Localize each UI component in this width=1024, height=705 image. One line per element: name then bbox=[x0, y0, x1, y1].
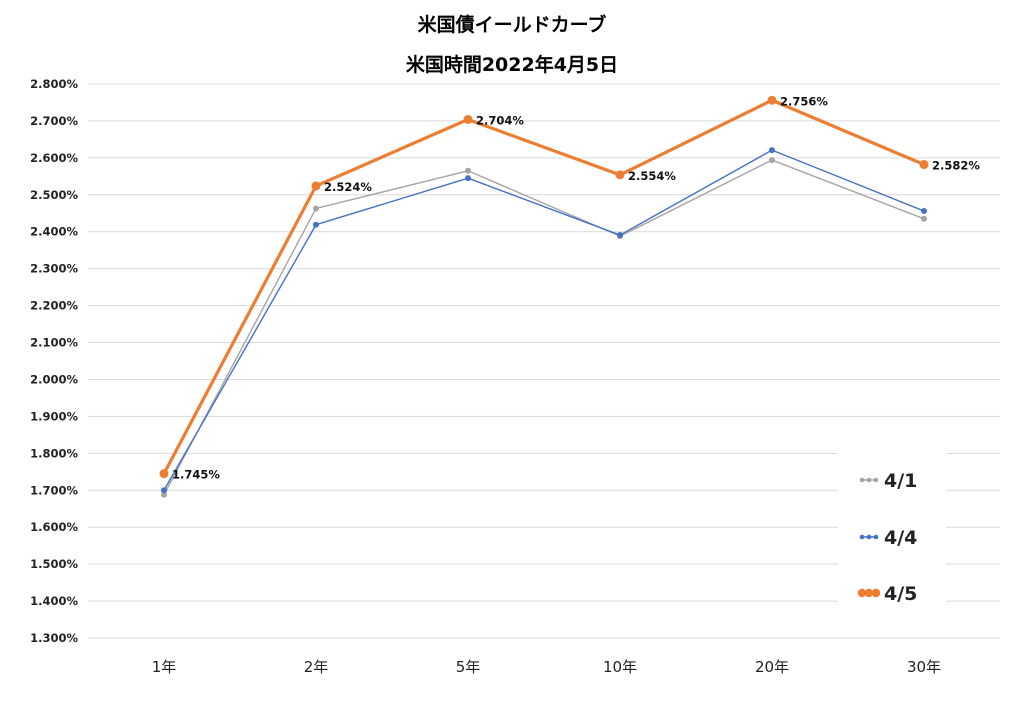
series-line bbox=[162, 98, 925, 475]
x-tick-label: 20年 bbox=[755, 658, 789, 676]
data-label: 2.756% bbox=[780, 94, 828, 108]
x-tick-label: 30年 bbox=[907, 658, 941, 676]
data-point bbox=[769, 157, 775, 164]
series-points bbox=[159, 95, 929, 498]
y-tick-label: 2.200% bbox=[30, 299, 78, 313]
data-point bbox=[919, 160, 929, 170]
y-tick-label: 1.400% bbox=[30, 594, 78, 608]
y-tick-label: 2.600% bbox=[30, 151, 78, 165]
legend-box bbox=[838, 452, 946, 602]
data-point bbox=[767, 95, 777, 105]
x-tick-label: 1年 bbox=[152, 658, 177, 676]
x-tick-label: 2年 bbox=[304, 658, 329, 676]
data-point bbox=[921, 208, 927, 215]
data-point bbox=[615, 170, 625, 180]
legend-label: 4/5 bbox=[884, 583, 917, 605]
chart-subtitle: 米国時間2022年4月5日 bbox=[405, 54, 619, 76]
y-tick-label: 2.500% bbox=[30, 188, 78, 202]
legend-swatch-marker bbox=[859, 477, 865, 483]
data-label: 2.524% bbox=[324, 180, 372, 194]
data-point bbox=[617, 232, 623, 239]
y-tick-label: 2.400% bbox=[30, 225, 78, 239]
data-point bbox=[311, 181, 321, 191]
y-tick-label: 1.700% bbox=[30, 483, 78, 497]
data-labels: 1.745% 2.524% 2.704% 2.554% 2.756% 2.582% bbox=[172, 94, 980, 481]
y-tick-label: 1.900% bbox=[30, 409, 78, 423]
legend-label: 4/4 bbox=[884, 527, 917, 549]
series-line bbox=[163, 149, 925, 491]
legend-label: 4/1 bbox=[884, 470, 917, 492]
data-point bbox=[921, 215, 927, 222]
legend: 4/1 4/4 4/5 bbox=[838, 452, 946, 605]
data-point bbox=[159, 469, 169, 479]
y-tick-label: 2.100% bbox=[30, 336, 78, 350]
data-label: 2.582% bbox=[932, 159, 980, 173]
chart-title: 米国債イールドカーブ bbox=[417, 14, 607, 36]
y-axis-ticks: 1.300% 1.400% 1.500% 1.600% 1.700% 1.800% 1.90… bbox=[30, 77, 78, 645]
legend-swatch-marker bbox=[857, 588, 867, 598]
series-lines bbox=[162, 98, 925, 496]
y-tick-label: 1.300% bbox=[30, 631, 78, 645]
y-tick-label: 1.800% bbox=[30, 446, 78, 460]
x-tick-label: 10年 bbox=[603, 658, 637, 676]
legend-swatch-marker bbox=[866, 477, 872, 483]
data-point bbox=[161, 487, 167, 494]
data-point bbox=[465, 175, 471, 182]
data-point bbox=[313, 205, 319, 212]
y-tick-label: 2.700% bbox=[30, 114, 78, 128]
y-tick-label: 1.600% bbox=[30, 520, 78, 534]
legend-swatch-marker bbox=[866, 534, 872, 540]
y-tick-label: 2.800% bbox=[30, 77, 78, 91]
series-line bbox=[163, 159, 925, 496]
data-label: 2.554% bbox=[628, 169, 676, 183]
legend-swatch-marker bbox=[864, 588, 874, 598]
y-tick-label: 2.000% bbox=[30, 372, 78, 386]
y-tick-label: 2.300% bbox=[30, 262, 78, 276]
data-label: 2.704% bbox=[476, 113, 524, 127]
legend-swatch-marker bbox=[873, 477, 879, 483]
legend-swatch-marker bbox=[873, 534, 879, 540]
data-point bbox=[463, 114, 473, 124]
data-label: 1.745% bbox=[172, 468, 220, 482]
data-point bbox=[161, 491, 167, 498]
x-axis-ticks: 1年 2年 5年 10年 20年 30年 bbox=[152, 658, 941, 676]
legend-swatch-marker bbox=[871, 588, 881, 598]
legend-swatch-marker bbox=[859, 534, 865, 540]
x-tick-label: 5年 bbox=[456, 658, 481, 676]
data-point bbox=[465, 167, 471, 174]
data-point bbox=[769, 147, 775, 154]
data-point bbox=[313, 221, 319, 228]
y-tick-label: 1.500% bbox=[30, 557, 78, 571]
